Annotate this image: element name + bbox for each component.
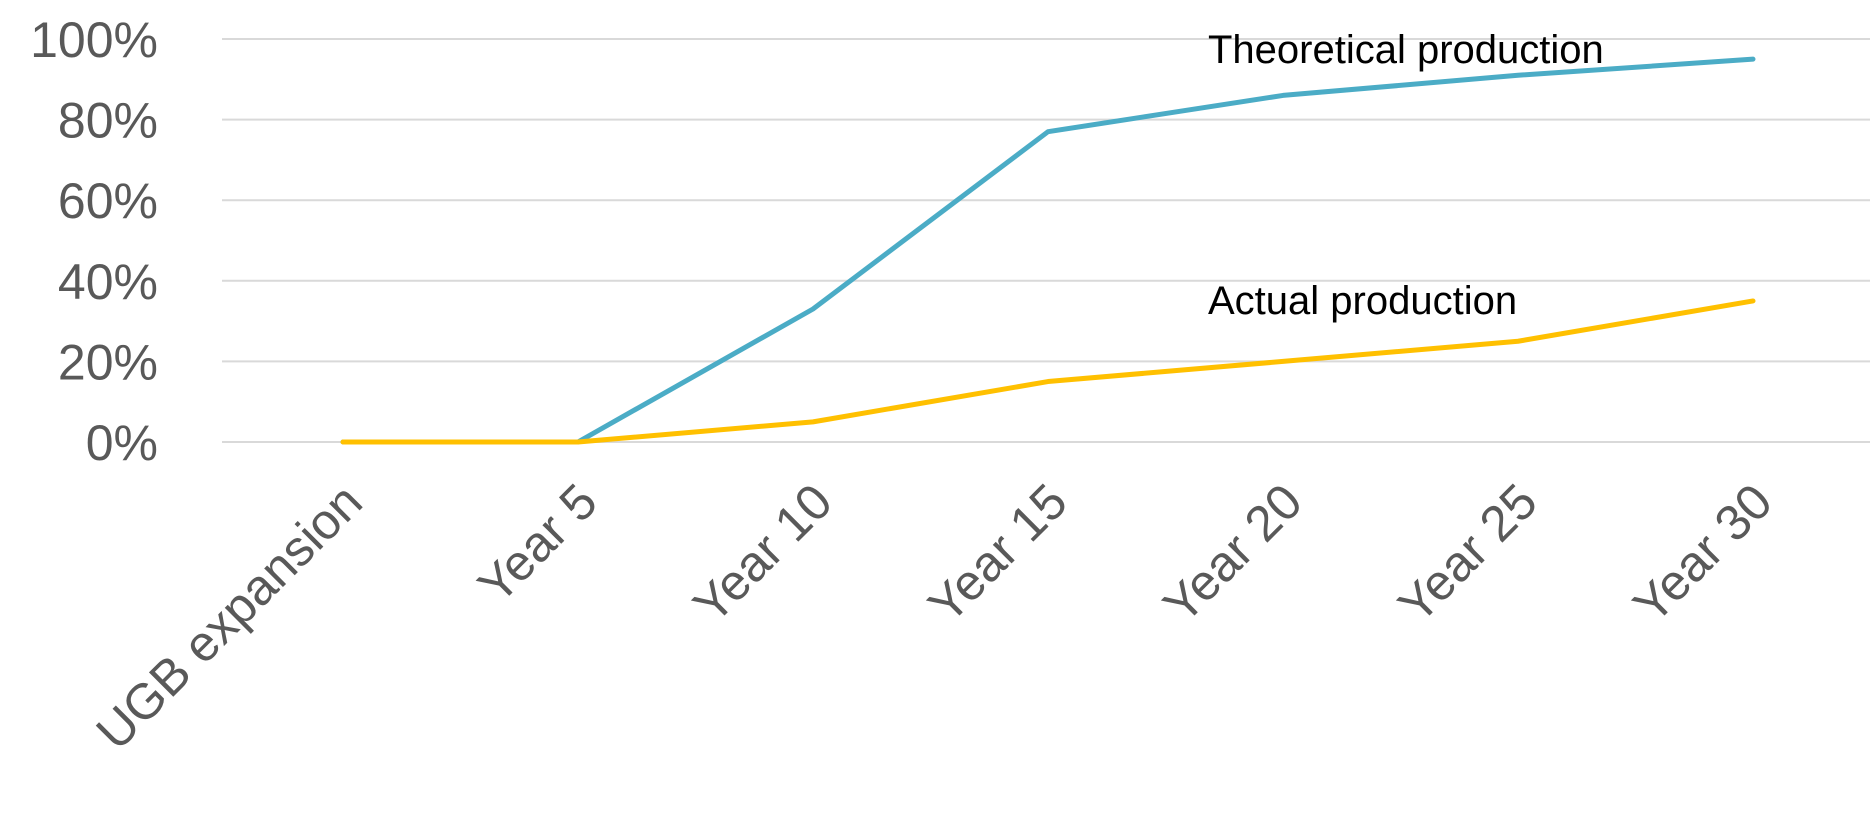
series-labels: Theoretical production Actual production	[1208, 28, 1604, 323]
x-tick-label: Year 25	[1388, 473, 1548, 633]
x-tick-label: UGB expansion	[86, 473, 373, 760]
x-tick-label: Year 15	[918, 473, 1078, 633]
series-label-1: Actual production	[1208, 279, 1517, 323]
series-lines	[340, 56, 1756, 445]
gridlines	[222, 38, 1870, 443]
x-tick-label: Year 10	[683, 473, 843, 633]
y-tick-label: 100%	[30, 12, 158, 68]
y-tick-label: 60%	[58, 173, 158, 229]
series-label-0: Theoretical production	[1208, 28, 1604, 72]
y-tick-label: 40%	[58, 254, 158, 310]
y-axis-ticks: 0% 20% 40% 60% 80% 100%	[30, 12, 158, 471]
series-line-1	[340, 298, 1756, 445]
x-axis-ticks: UGB expansion Year 5 Year 10 Year 15 Year 20…	[86, 473, 1783, 760]
y-tick-label: 0%	[86, 415, 158, 471]
x-tick-label: Year 20	[1153, 473, 1313, 633]
x-tick-label: Year 5	[467, 473, 608, 614]
y-tick-label: 80%	[58, 93, 158, 149]
y-tick-label: 20%	[58, 334, 158, 390]
x-tick-label: Year 30	[1623, 473, 1783, 633]
series-line-0	[340, 56, 1756, 445]
